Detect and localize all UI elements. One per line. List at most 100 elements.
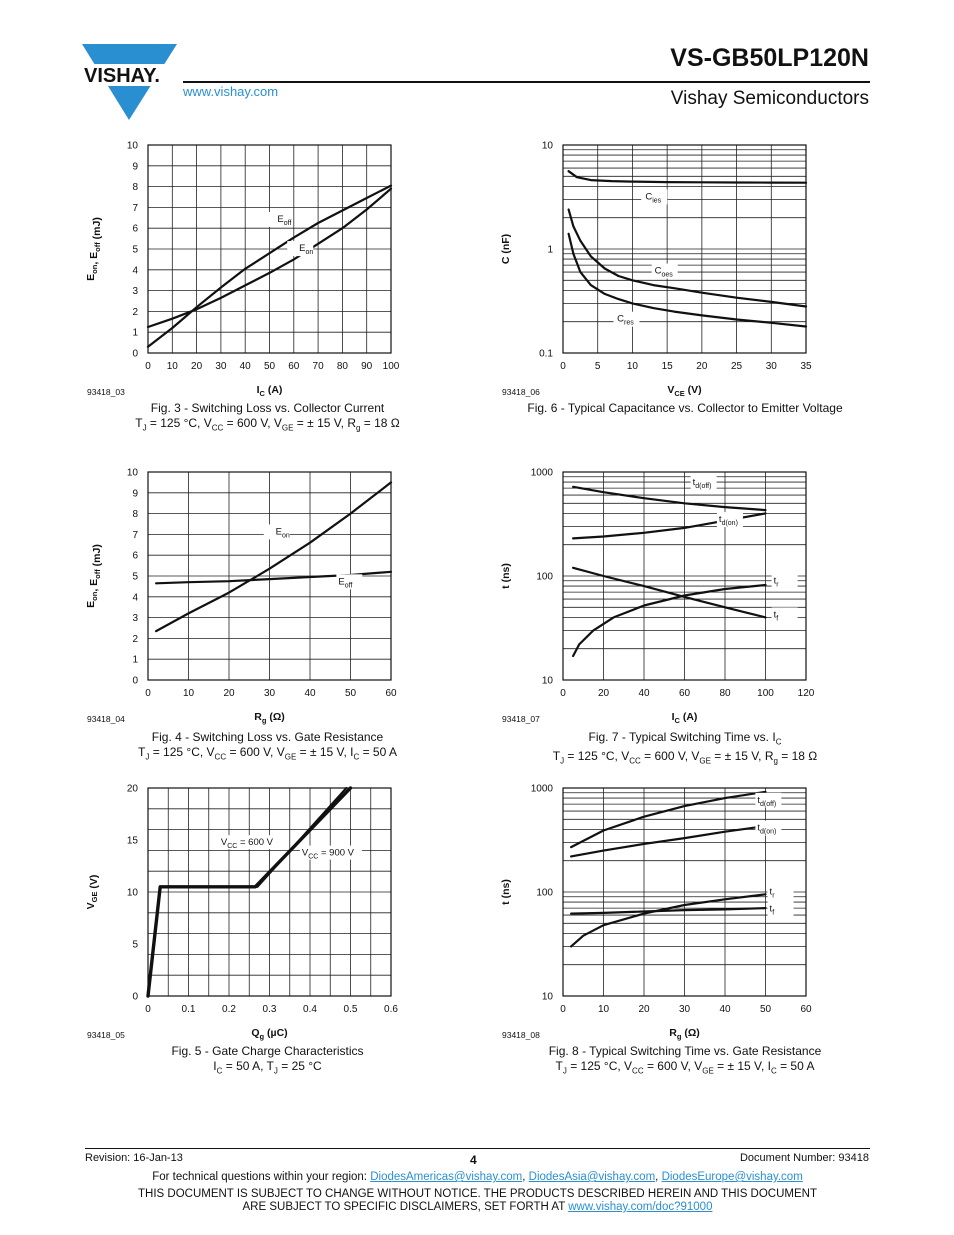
series-label-background [767, 901, 794, 917]
caption-fig4-title: Fig. 4 - Switching Loss vs. Gate Resista… [151, 730, 384, 744]
x-tick-label: 120 [798, 688, 815, 699]
x-tick-label: 60 [288, 361, 300, 372]
figure-id: 93418_04 [87, 714, 125, 724]
figure-id: 93418_06 [502, 387, 540, 397]
email-americas-link[interactable]: DiodesAmericas@vishay.com [370, 1171, 523, 1183]
x-tick-label: 0.3 [263, 1004, 277, 1015]
chart-fig6: 0 5 10 15 20 25 30 35 0.1 1 10 Cies Coes Cres VCE (V) C… [500, 141, 812, 399]
y-axis-label: VGE (V) [85, 875, 100, 910]
annotation-background [299, 845, 362, 860]
series-line [569, 790, 767, 849]
y-tick-label: 1 [132, 655, 138, 666]
series-label-background [771, 607, 798, 623]
page-number: 4 [470, 1153, 477, 1167]
header-rule [183, 81, 870, 83]
y-tick-label: 1 [132, 328, 138, 339]
series-label-background [767, 884, 794, 900]
x-tick-label: 70 [313, 361, 325, 372]
x-tick-label: 0.2 [222, 1004, 236, 1015]
x-tick-label: 40 [638, 688, 650, 699]
series-line [567, 170, 808, 184]
x-tick-label: 30 [215, 361, 227, 372]
y-tick-label: 8 [132, 509, 138, 520]
email-asia-link[interactable]: DiodesAsia@vishay.com [528, 1171, 656, 1183]
x-tick-label: 0.5 [344, 1004, 358, 1015]
y-tick-label: 6 [132, 224, 138, 235]
series-line [571, 566, 767, 619]
y-axis-label: Eon, Eoff (mJ) [85, 544, 103, 608]
x-tick-label: 10 [167, 361, 179, 372]
series-label-background [641, 189, 668, 205]
series-label: tr [774, 575, 780, 588]
caption-fig5: Fig. 5 - Gate Charge Characteristics IC … [95, 1044, 440, 1078]
figure-id: 93418_05 [87, 1030, 125, 1040]
y-axis-label: C (nF) [500, 234, 512, 264]
y-tick-label: 5 [132, 572, 138, 583]
x-tick-label: 30 [679, 1004, 691, 1015]
series-line [567, 208, 808, 308]
x-tick-label: 35 [800, 361, 812, 372]
chart-fig3: 0 10 20 30 40 50 60 70 80 90 100 0 1 2 3 4 5 6 7 8 9 10 Eoff Eo… [85, 141, 400, 399]
caption-fig8-conditions: TJ = 125 °C, VCC = 600 V, VGE = ± 15 V, … [555, 1059, 815, 1076]
series-label: tf [774, 609, 779, 622]
y-tick-label: 6 [132, 551, 138, 562]
x-tick-label: 10 [183, 688, 195, 699]
series-line [569, 893, 767, 948]
y-tick-label: 100 [536, 572, 553, 583]
chart-fig5: 0 0.1 0.2 0.3 0.4 0.5 0.6 0 5 10 15 20 VCC = 600 V VC… [85, 784, 398, 1042]
series-label-background [287, 241, 314, 257]
annotation-background [218, 835, 281, 850]
y-tick-label: 2 [132, 634, 138, 645]
plot-frame [562, 787, 807, 997]
caption-fig4-conditions: TJ = 125 °C, VCC = 600 V, VGE = ± 15 V, … [138, 745, 397, 762]
caption-fig5-title: Fig. 5 - Gate Charge Characteristics [171, 1044, 364, 1058]
y-tick-label: 10 [542, 676, 554, 687]
x-tick-label: 60 [800, 1004, 812, 1015]
series-label: td(off) [757, 795, 776, 808]
x-tick-label: 50 [264, 361, 276, 372]
plot-frame [147, 471, 392, 681]
y-tick-label: 10 [127, 468, 139, 479]
x-tick-label: 60 [385, 688, 397, 699]
contact-prefix: For technical questions within your regi… [152, 1171, 371, 1183]
caption-fig4: Fig. 4 - Switching Loss vs. Gate Resista… [95, 730, 440, 764]
series-line [571, 583, 767, 658]
y-tick-label: 4 [132, 592, 138, 603]
series-label: Cies [645, 191, 661, 204]
vishay-logo: VISHAY. [82, 44, 177, 120]
y-tick-label: 7 [132, 530, 138, 541]
series-line [154, 481, 393, 633]
x-axis-label: Rg (Ω) [254, 711, 285, 725]
caption-fig7-title: Fig. 7 - Typical Switching Time vs. IC [588, 730, 782, 747]
website-link[interactable]: www.vishay.com [183, 84, 279, 99]
y-tick-label: 15 [127, 836, 139, 847]
plot-frame [147, 144, 392, 354]
x-tick-label: 0 [145, 688, 151, 699]
email-europe-link[interactable]: DiodesEurope@vishay.com [661, 1171, 803, 1183]
y-tick-label: 3 [132, 286, 138, 297]
plot-frame [562, 144, 807, 354]
x-tick-label: 0 [145, 1004, 151, 1015]
series-label: td(off) [693, 477, 712, 490]
y-tick-label: 0 [132, 349, 138, 360]
disclaimer-link[interactable]: www.vishay.com/doc?91000 [568, 1201, 713, 1213]
y-tick-label: 7 [132, 203, 138, 214]
series-label: td(on) [719, 514, 738, 527]
figure-id: 93418_07 [502, 714, 540, 724]
series-label: Eon [276, 526, 290, 539]
series-label: td(on) [757, 823, 776, 836]
revision-date: Revision: 16-Jan-13 [85, 1152, 183, 1164]
series-label-background [690, 474, 717, 490]
company-name: Vishay Semiconductors [670, 88, 869, 109]
series-line [571, 485, 767, 512]
x-axis-label: Qg (µC) [251, 1027, 287, 1041]
caption-fig3-conditions: TJ = 125 °C, VCC = 600 V, VGE = ± 15 V, … [135, 416, 400, 433]
y-tick-label: 1000 [531, 784, 554, 795]
x-tick-label: 20 [638, 1004, 650, 1015]
x-tick-label: 100 [383, 361, 400, 372]
series-label-background [755, 792, 782, 808]
y-tick-label: 8 [132, 182, 138, 193]
series-label-background [716, 512, 743, 528]
caption-fig3: Fig. 3 - Switching Loss vs. Collector Cu… [95, 401, 440, 435]
y-tick-label: 10 [542, 141, 554, 152]
